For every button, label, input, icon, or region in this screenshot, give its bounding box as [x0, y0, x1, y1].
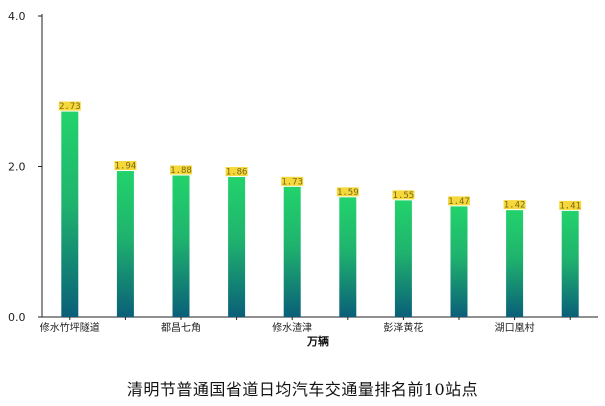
x-axis-categories: 修水竹坪隧道 都昌七角 修水渣津 彭泽黄花 湖口凰村 [40, 317, 571, 334]
bar [283, 186, 301, 317]
data-label-box [559, 200, 582, 210]
bar [506, 210, 524, 317]
chart-title: 清明节普通国省道日均汽车交通量排名前10站点 [126, 380, 479, 399]
x-category-label: 修水渣津 [272, 321, 312, 334]
x-category-label: 湖口凰村 [495, 321, 535, 334]
bar [228, 177, 246, 317]
data-label-box [448, 196, 470, 206]
bar [116, 171, 134, 317]
y-tick-label: 4.0 [8, 10, 26, 23]
data-label-box [58, 101, 81, 111]
data-label-box [392, 190, 415, 200]
bar [394, 200, 412, 317]
data-label: 1.59 [337, 188, 359, 198]
data-label: 1.94 [115, 162, 137, 172]
data-label-box [170, 165, 192, 175]
data-label-box [225, 167, 248, 177]
bar [561, 210, 579, 317]
data-label-box [503, 200, 526, 210]
data-label: 1.73 [281, 177, 303, 187]
bars [61, 111, 579, 317]
data-label: 1.41 [559, 201, 581, 211]
data-label: 1.88 [170, 166, 192, 176]
data-label-box [114, 161, 137, 171]
bar [61, 111, 79, 317]
y-tick-label: 2.0 [8, 161, 26, 174]
y-axis-ticks: 0.0 2.0 4.0 [8, 10, 42, 324]
y-tick-label: 0.0 [8, 311, 26, 324]
bar [339, 197, 357, 317]
data-label-box [336, 187, 359, 197]
data-label-box [281, 176, 304, 186]
data-label: 1.42 [504, 201, 526, 211]
data-label: 1.55 [393, 191, 415, 201]
bar [450, 206, 468, 317]
data-label: 1.86 [226, 168, 248, 178]
data-label: 1.47 [448, 197, 470, 207]
data-labels: 2.73 1.94 1.88 1.86 1.73 1.59 1.55 1.47 1.42 1.41 [58, 101, 582, 211]
x-category-label: 都昌七角 [161, 322, 201, 334]
x-axis-title: 万辆 [306, 334, 329, 348]
bar [172, 175, 190, 317]
data-label: 2.73 [59, 102, 81, 112]
x-category-label: 彭泽黄花 [383, 321, 423, 334]
x-category-label: 修水竹坪隧道 [40, 321, 100, 334]
